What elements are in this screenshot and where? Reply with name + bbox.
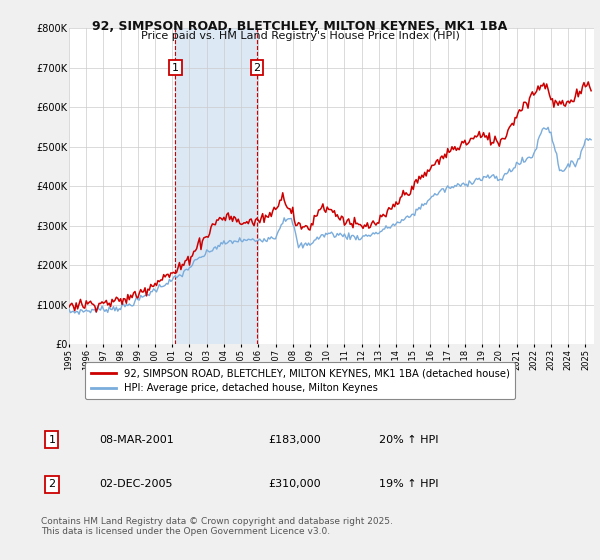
Text: 19% ↑ HPI: 19% ↑ HPI	[379, 479, 439, 489]
Text: 1: 1	[49, 435, 55, 445]
Bar	[175, 28, 257, 344]
Text: 92, SIMPSON ROAD, BLETCHLEY, MILTON KEYNES, MK1 1BA: 92, SIMPSON ROAD, BLETCHLEY, MILTON KEYN…	[92, 20, 508, 32]
Text: £310,000: £310,000	[268, 479, 321, 489]
Text: 08-MAR-2001: 08-MAR-2001	[100, 435, 174, 445]
Text: 1: 1	[172, 63, 179, 73]
Text: 02-DEC-2005: 02-DEC-2005	[100, 479, 173, 489]
Legend: 92, SIMPSON ROAD, BLETCHLEY, MILTON KEYNES, MK1 1BA (detached house), HPI: Avera: 92, SIMPSON ROAD, BLETCHLEY, MILTON KEYN…	[85, 362, 515, 399]
Text: 2: 2	[253, 63, 260, 73]
Text: Price paid vs. HM Land Registry's House Price Index (HPI): Price paid vs. HM Land Registry's House …	[140, 31, 460, 41]
Text: 20% ↑ HPI: 20% ↑ HPI	[379, 435, 439, 445]
Text: 2: 2	[48, 479, 55, 489]
Text: Contains HM Land Registry data © Crown copyright and database right 2025.
This d: Contains HM Land Registry data © Crown c…	[41, 516, 393, 536]
Text: £183,000: £183,000	[268, 435, 321, 445]
